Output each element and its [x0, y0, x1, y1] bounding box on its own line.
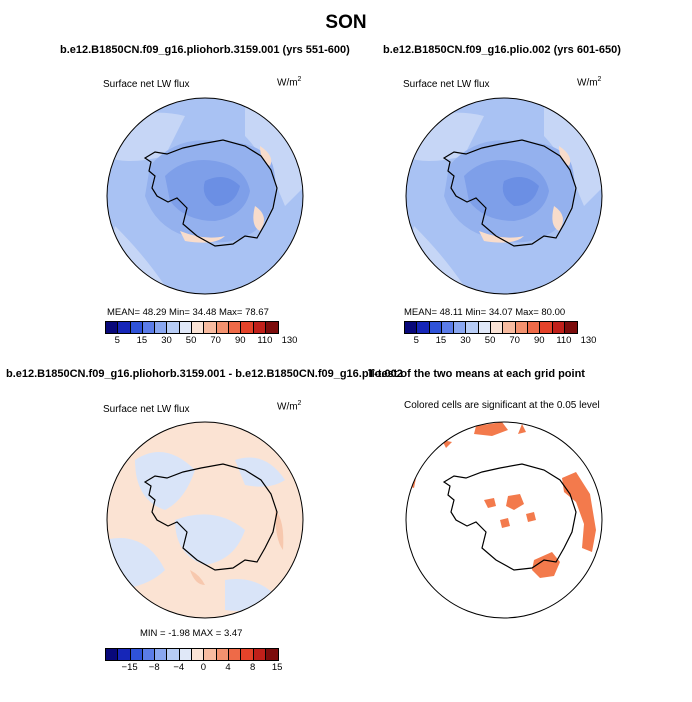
colorbar-tick-label: 110: [257, 335, 273, 346]
colorbar-cell: [204, 649, 217, 660]
colorbar-cell: [491, 322, 504, 333]
colorbar-cell: [106, 649, 119, 660]
colorbar-tick-label: 50: [484, 335, 496, 346]
colorbar-cell: [130, 649, 143, 660]
colorbar-cell: [155, 649, 168, 660]
panel1-stats: MEAN= 48.29 Min= 34.48 Max= 78.67: [107, 307, 269, 318]
panel3-stats: MIN = -1.98 MAX = 3.47: [140, 628, 243, 639]
colorbar-cell: [179, 322, 193, 333]
colorbar-cell: [515, 322, 528, 333]
colorbar-cell: [540, 322, 553, 333]
colorbar-cell: [503, 322, 516, 333]
panel1-map: [106, 97, 304, 295]
panel2-variable-label: Surface net LW flux: [403, 79, 490, 90]
colorbar-tick-label: 110: [556, 335, 572, 346]
colorbar-tick-label: 0: [200, 662, 207, 673]
colorbar-cell: [216, 649, 229, 660]
colorbar-cell: [204, 322, 217, 333]
colorbar-tick-label: 15: [271, 662, 283, 673]
colorbar-cell: [192, 322, 205, 333]
panel3-units: W/m2: [277, 400, 302, 413]
panel2-map: [405, 97, 603, 295]
panel1-title: b.e12.B1850CN.f09_g16.pliohorb.3159.001 …: [60, 44, 350, 56]
colorbar-cell: [192, 649, 205, 660]
panel2-units: W/m2: [577, 76, 602, 89]
panel4-map: [405, 421, 603, 619]
colorbar-cell: [527, 322, 541, 333]
colorbar-cell: [167, 649, 180, 660]
colorbar-cell: [241, 322, 254, 333]
colorbar-tick-label: 130: [580, 335, 597, 346]
colorbar-tick-label: −4: [173, 662, 185, 673]
colorbar-tick-label: −8: [148, 662, 160, 673]
figure-title: SON: [325, 12, 367, 33]
colorbar-cell: [142, 322, 156, 333]
colorbar-cell: [106, 322, 119, 333]
colorbar-tick-label: 130: [281, 335, 298, 346]
colorbar-tick-label: 70: [509, 335, 520, 346]
colorbar-cell: [167, 322, 180, 333]
panel3-map: [106, 421, 304, 619]
panel3-title: b.e12.B1850CN.f09_g16.pliohorb.3159.001 …: [6, 368, 403, 380]
colorbar-tick-label: 30: [161, 335, 172, 346]
colorbar-tick-label: 4: [225, 662, 231, 673]
colorbar-cell: [253, 322, 266, 333]
colorbar-cell: [454, 322, 467, 333]
colorbar-tick-label: 8: [249, 662, 256, 673]
colorbar-cell: [417, 322, 430, 333]
colorbar-cell: [265, 649, 279, 660]
colorbar-cell: [564, 322, 578, 333]
colorbar-tick-label: 5: [413, 335, 419, 346]
colorbar-cell: [179, 649, 193, 660]
colorbar-tick-label: 15: [136, 335, 148, 346]
colorbar-tick-label: 50: [185, 335, 197, 346]
panel2-title: b.e12.B1850CN.f09_g16.plio.002 (yrs 601-…: [383, 44, 621, 56]
panel4-title: T-test of the two means at each grid poi…: [368, 368, 585, 380]
panel1-units: W/m2: [277, 76, 302, 89]
colorbar-cell: [478, 322, 492, 333]
panel2-stats: MEAN= 48.11 Min= 34.07 Max= 80.00: [404, 307, 566, 318]
panel1-colorbar-ticks: 5 15 30 50 70 90 110 130: [105, 335, 298, 347]
colorbar-cell: [405, 322, 418, 333]
panel4-note: Colored cells are significant at the 0.0…: [404, 400, 600, 411]
panel1-variable-label: Surface net LW flux: [103, 79, 190, 90]
panel2-colorbar-ticks: 5 15 30 50 70 90 110 130: [404, 335, 597, 347]
colorbar-tick-label: 30: [460, 335, 471, 346]
panel3-colorbar-ticks: −15 −8 −4 0 4 8 15: [105, 662, 283, 674]
colorbar-cell: [118, 322, 131, 333]
colorbar-cell: [228, 649, 242, 660]
panel3-colorbar: [105, 648, 280, 661]
colorbar-cell: [228, 322, 242, 333]
colorbar-tick-label: 90: [534, 335, 545, 346]
panel2-colorbar: [404, 321, 579, 334]
colorbar-cell: [466, 322, 479, 333]
colorbar-cell: [216, 322, 229, 333]
colorbar-cell: [265, 322, 279, 333]
colorbar-cell: [142, 649, 156, 660]
colorbar-cell: [552, 322, 565, 333]
panel1-colorbar: [105, 321, 280, 334]
colorbar-tick-label: 90: [235, 335, 246, 346]
colorbar-tick-label: 70: [210, 335, 221, 346]
colorbar-cell: [130, 322, 143, 333]
colorbar-cell: [118, 649, 131, 660]
colorbar-tick-label: 15: [435, 335, 447, 346]
colorbar-cell: [155, 322, 168, 333]
colorbar-tick-label: 5: [114, 335, 120, 346]
colorbar-tick-label: −15: [121, 662, 138, 673]
panel3-variable-label: Surface net LW flux: [103, 404, 190, 415]
colorbar-cell: [241, 649, 254, 660]
colorbar-cell: [429, 322, 442, 333]
colorbar-cell: [253, 649, 266, 660]
colorbar-cell: [441, 322, 455, 333]
